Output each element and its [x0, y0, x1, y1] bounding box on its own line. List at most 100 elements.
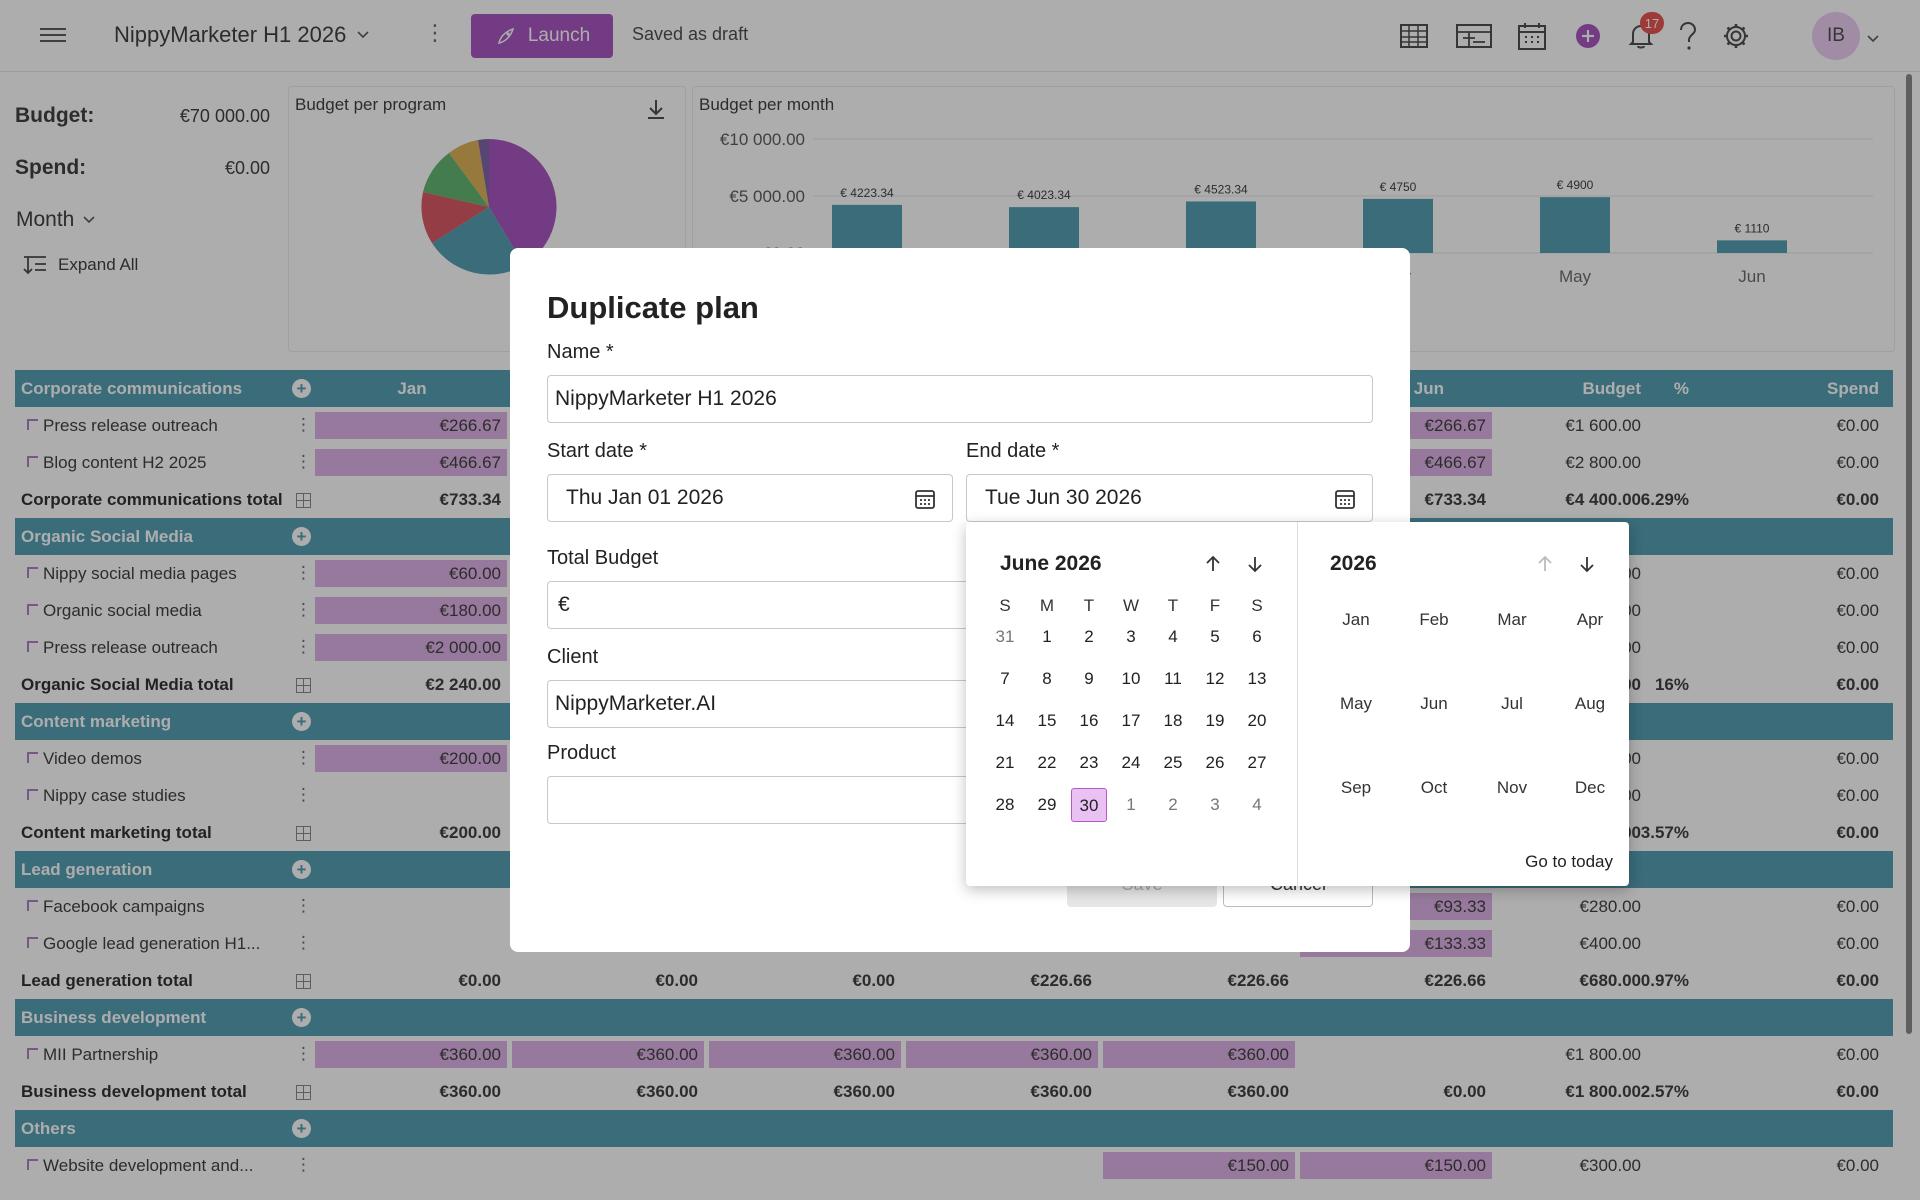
month-option[interactable]: Sep — [1340, 778, 1372, 797]
add-row-icon[interactable]: + — [292, 712, 311, 731]
cell-may[interactable]: €360.00 — [1103, 1041, 1295, 1068]
calendar-day[interactable]: 17 — [1121, 711, 1141, 730]
calendar-icon[interactable] — [1334, 488, 1356, 510]
table-grid-icon[interactable] — [296, 493, 311, 508]
go-to-today-link[interactable]: Go to today — [1525, 852, 1613, 871]
table-grid-icon[interactable] — [296, 678, 311, 693]
table-row[interactable]: Press release outreach ⋮ €266.67 €266.67 €1 … — [15, 407, 1893, 444]
calendar-day[interactable]: 15 — [1037, 711, 1057, 730]
cell-may[interactable]: €150.00 — [1103, 1152, 1295, 1179]
avatar-chevron-down-icon[interactable] — [1866, 34, 1880, 44]
menu-icon[interactable] — [40, 24, 66, 46]
calendar-day[interactable]: 27 — [1247, 753, 1267, 772]
cell-jan[interactable]: €360.00 — [439, 1082, 501, 1101]
calendar-day[interactable]: 3 — [1126, 627, 1136, 646]
cell-jan[interactable]: €360.00 — [315, 1041, 507, 1068]
arrow-up-icon[interactable] — [1204, 554, 1222, 574]
table-grid-icon[interactable] — [296, 826, 311, 841]
table-total-row[interactable]: Corporate communications total €733.34 €73… — [15, 481, 1893, 518]
calendar-day[interactable]: 6 — [1252, 627, 1262, 646]
row-menu-icon[interactable]: ⋮ — [295, 563, 312, 582]
row-menu-icon[interactable]: ⋮ — [295, 1044, 312, 1063]
table-grid-icon[interactable] — [296, 1085, 311, 1100]
gantt-view-icon[interactable] — [1454, 18, 1494, 54]
cell-jan[interactable]: €200.00 — [439, 823, 501, 842]
row-menu-icon[interactable]: ⋮ — [295, 637, 312, 656]
calendar-day[interactable]: 12 — [1205, 669, 1225, 688]
calendar-day[interactable]: 18 — [1163, 711, 1183, 730]
row-menu-icon[interactable]: ⋮ — [295, 785, 312, 804]
cell-jan[interactable]: €733.34 — [439, 490, 501, 509]
cell-jun[interactable]: €226.66 — [1424, 971, 1486, 990]
arrow-down-icon[interactable] — [1578, 554, 1596, 574]
column-header-budget[interactable]: Budget — [1582, 379, 1641, 398]
calendar-day[interactable]: 2 — [1168, 795, 1178, 814]
table-group-row[interactable]: Business development + — [15, 999, 1893, 1036]
table-row[interactable]: Press release outreach⋮€2 000.0000.00€0.… — [15, 629, 1893, 666]
add-row-icon[interactable]: + — [292, 1008, 311, 1027]
cell-feb[interactable]: €360.00 — [512, 1041, 704, 1068]
table-total-row[interactable]: Organic Social Media total€2 240.0000.00… — [15, 666, 1893, 703]
add-row-icon[interactable]: + — [292, 527, 311, 546]
calendar-day[interactable]: 31 — [995, 627, 1015, 646]
row-menu-icon[interactable]: ⋮ — [295, 748, 312, 767]
cell-feb[interactable]: €0.00 — [655, 971, 698, 990]
selected-day[interactable]: 30 — [1071, 788, 1107, 822]
month-option[interactable]: Jun — [1420, 694, 1448, 713]
calendar-day[interactable]: 7 — [1000, 669, 1010, 688]
month-option[interactable]: Feb — [1419, 610, 1449, 629]
name-field[interactable]: NippyMarketer H1 2026 — [547, 375, 1373, 423]
table-row[interactable]: Nippy case studies⋮00.00€0.00 — [15, 777, 1893, 814]
cell-apr[interactable]: €360.00 — [1030, 1082, 1092, 1101]
calendar-day[interactable]: 28 — [995, 795, 1015, 814]
cell-mar[interactable]: €360.00 — [709, 1041, 901, 1068]
calendar-view-icon[interactable] — [1514, 18, 1550, 54]
table-total-row[interactable]: Business development total €360.00 €360.00… — [15, 1073, 1893, 1110]
cell-jan[interactable]: €0.00 — [458, 971, 501, 990]
cell-jan[interactable]: €2 240.00 — [425, 675, 501, 694]
table-total-row[interactable]: Lead generation total €0.00 €0.00 €0.00 €226… — [15, 962, 1893, 999]
cell-jun[interactable]: €733.34 — [1424, 490, 1486, 509]
arrow-up-icon[interactable] — [1536, 554, 1554, 574]
table-row[interactable]: Website development and... ⋮ €150.00 €150.0… — [15, 1147, 1893, 1184]
column-header-spend[interactable]: Spend — [1827, 379, 1879, 398]
calendar-day[interactable]: 29 — [1037, 795, 1057, 814]
cell-jan[interactable]: €60.00 — [315, 560, 507, 587]
expand-all-button[interactable]: Expand All — [22, 254, 138, 276]
calendar-day[interactable]: 21 — [995, 753, 1015, 772]
row-menu-icon[interactable]: ⋮ — [295, 452, 312, 471]
plan-selector[interactable]: NippyMarketer H1 2026 — [114, 22, 370, 48]
table-row[interactable]: Nippy social media pages⋮€60.0000.00€0.0… — [15, 555, 1893, 592]
cell-apr[interactable]: €360.00 — [906, 1041, 1098, 1068]
scrollbar[interactable] — [1906, 74, 1912, 1034]
cell-mar[interactable]: €0.00 — [852, 971, 895, 990]
cell-feb[interactable]: €360.00 — [636, 1082, 698, 1101]
table-group-row[interactable]: Others + — [15, 1110, 1893, 1147]
end-date-field[interactable]: Tue Jun 30 2026 — [966, 474, 1373, 522]
calendar-day[interactable]: 22 — [1037, 753, 1057, 772]
calendar-day[interactable]: 4 — [1168, 627, 1178, 646]
add-row-icon[interactable]: + — [292, 860, 311, 879]
cell-jun[interactable]: €150.00 — [1300, 1152, 1492, 1179]
user-avatar[interactable]: IB — [1812, 12, 1860, 60]
calendar-day[interactable]: 20 — [1247, 711, 1267, 730]
month-option[interactable]: Apr — [1576, 610, 1604, 629]
add-row-icon[interactable]: + — [292, 379, 311, 398]
month-option[interactable]: Mar — [1497, 610, 1527, 629]
month-option[interactable]: Nov — [1496, 778, 1528, 797]
calendar-day[interactable]: 1 — [1126, 795, 1136, 814]
month-option[interactable]: Oct — [1420, 778, 1448, 797]
cell-jun[interactable]: €0.00 — [1443, 1082, 1486, 1101]
cell-may[interactable]: €226.66 — [1227, 971, 1289, 990]
row-menu-icon[interactable]: ⋮ — [295, 1155, 312, 1174]
period-select[interactable]: Month — [16, 208, 96, 232]
cell-mar[interactable]: €360.00 — [833, 1082, 895, 1101]
help-icon[interactable] — [1670, 18, 1706, 54]
cell-jan[interactable]: €266.67 — [315, 412, 507, 439]
month-option[interactable]: Jul — [1501, 694, 1523, 713]
column-header-jan[interactable]: Jan — [397, 379, 427, 398]
row-menu-icon[interactable]: ⋮ — [295, 933, 312, 952]
start-date-field[interactable]: Thu Jan 01 2026 — [547, 474, 953, 522]
row-menu-icon[interactable]: ⋮ — [295, 415, 312, 434]
